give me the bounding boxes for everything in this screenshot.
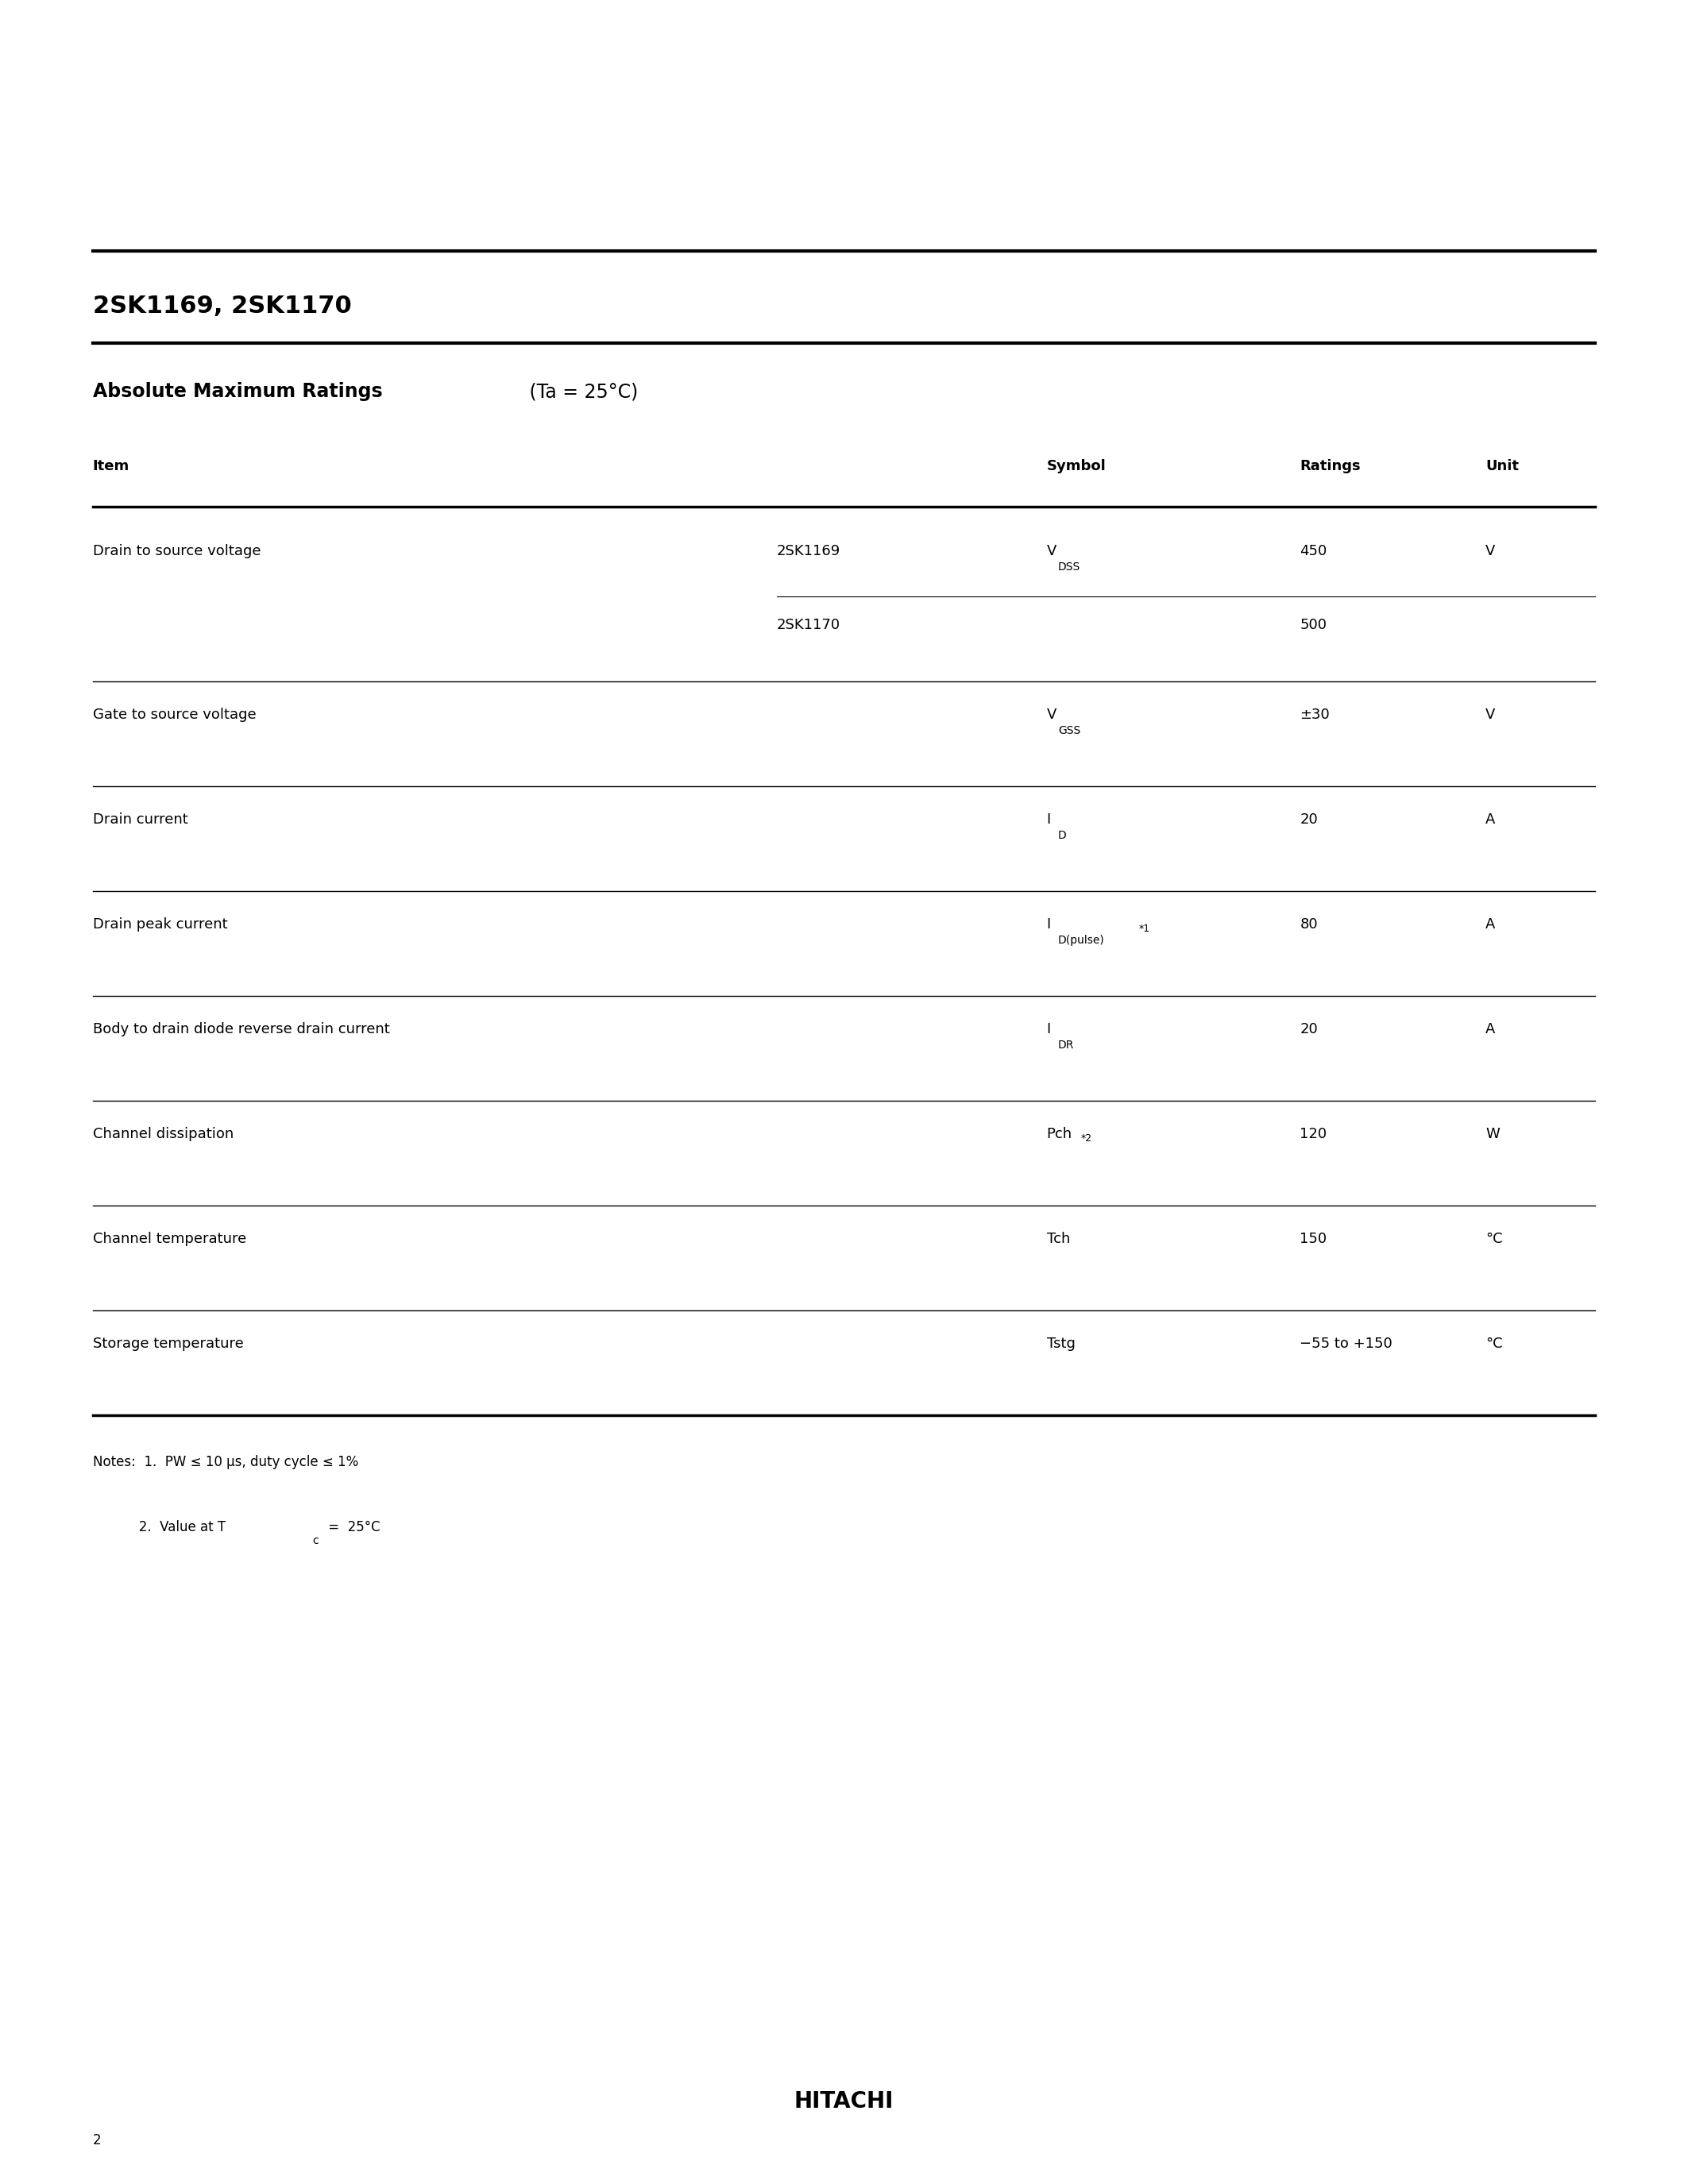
Text: 2: 2 <box>93 2134 101 2147</box>
Text: Drain to source voltage: Drain to source voltage <box>93 544 262 559</box>
Text: =  25°C: = 25°C <box>324 1520 380 1535</box>
Text: Absolute Maximum Ratings: Absolute Maximum Ratings <box>93 382 383 402</box>
Text: (Ta = 25°C): (Ta = 25°C) <box>523 382 638 402</box>
Text: *1: *1 <box>1139 924 1150 935</box>
Text: I: I <box>1047 812 1050 828</box>
Text: 120: 120 <box>1300 1127 1327 1142</box>
Text: I: I <box>1047 1022 1050 1037</box>
Text: 20: 20 <box>1300 812 1318 828</box>
Text: °C: °C <box>1485 1232 1502 1247</box>
Text: Drain peak current: Drain peak current <box>93 917 228 933</box>
Text: A: A <box>1485 1022 1496 1037</box>
Text: Body to drain diode reverse drain current: Body to drain diode reverse drain curren… <box>93 1022 390 1037</box>
Text: D: D <box>1058 830 1067 841</box>
Text: 2SK1170: 2SK1170 <box>776 618 841 633</box>
Text: A: A <box>1485 917 1496 933</box>
Text: Gate to source voltage: Gate to source voltage <box>93 708 257 723</box>
Text: 80: 80 <box>1300 917 1318 933</box>
Text: Pch: Pch <box>1047 1127 1072 1142</box>
Text: c: c <box>312 1535 319 1546</box>
Text: Tstg: Tstg <box>1047 1337 1075 1352</box>
Text: V: V <box>1485 544 1496 559</box>
Text: 2SK1169: 2SK1169 <box>776 544 841 559</box>
Text: Storage temperature: Storage temperature <box>93 1337 243 1352</box>
Text: W: W <box>1485 1127 1499 1142</box>
Text: Unit: Unit <box>1485 459 1519 474</box>
Text: Symbol: Symbol <box>1047 459 1106 474</box>
Text: A: A <box>1485 812 1496 828</box>
Text: 2SK1169, 2SK1170: 2SK1169, 2SK1170 <box>93 295 351 319</box>
Text: D(pulse): D(pulse) <box>1058 935 1104 946</box>
Text: ±30: ±30 <box>1300 708 1330 723</box>
Text: Ratings: Ratings <box>1300 459 1361 474</box>
Text: Drain current: Drain current <box>93 812 187 828</box>
Text: Channel dissipation: Channel dissipation <box>93 1127 233 1142</box>
Text: DSS: DSS <box>1058 561 1080 572</box>
Text: HITACHI: HITACHI <box>795 2090 895 2112</box>
Text: 150: 150 <box>1300 1232 1327 1247</box>
Text: 500: 500 <box>1300 618 1327 633</box>
Text: Tch: Tch <box>1047 1232 1070 1247</box>
Text: DR: DR <box>1058 1040 1074 1051</box>
Text: GSS: GSS <box>1058 725 1080 736</box>
Text: Item: Item <box>93 459 130 474</box>
Text: I: I <box>1047 917 1050 933</box>
Text: −55 to +150: −55 to +150 <box>1300 1337 1393 1352</box>
Text: V: V <box>1047 544 1057 559</box>
Text: 20: 20 <box>1300 1022 1318 1037</box>
Text: *2: *2 <box>1080 1133 1092 1144</box>
Text: 450: 450 <box>1300 544 1327 559</box>
Text: V: V <box>1485 708 1496 723</box>
Text: Notes:  1.  PW ≤ 10 μs, duty cycle ≤ 1%: Notes: 1. PW ≤ 10 μs, duty cycle ≤ 1% <box>93 1455 358 1470</box>
Text: °C: °C <box>1485 1337 1502 1352</box>
Text: 2.  Value at T: 2. Value at T <box>93 1520 226 1535</box>
Text: V: V <box>1047 708 1057 723</box>
Text: Channel temperature: Channel temperature <box>93 1232 246 1247</box>
